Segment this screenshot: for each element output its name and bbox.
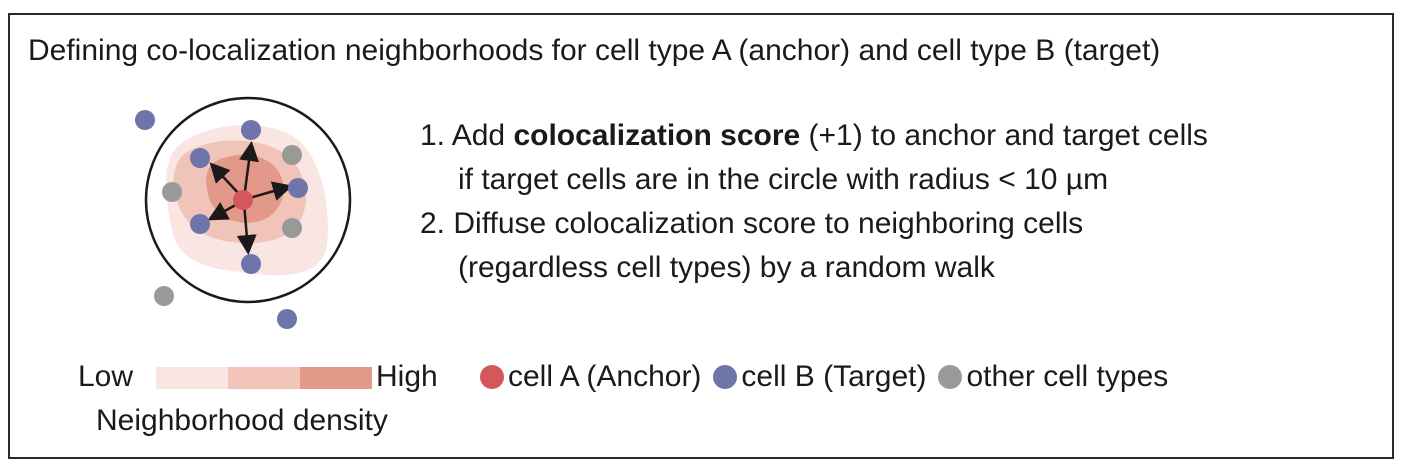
diffusion-arrows	[207, 141, 293, 255]
legend-other: other cell types	[938, 360, 1168, 394]
arrow-up-left	[209, 162, 242, 197]
density-low-label: Low	[78, 360, 134, 393]
legend-cell-a-label: cell A (Anchor)	[508, 360, 702, 393]
step-1-line-2: if target cells are in the circle with r…	[458, 163, 1109, 196]
panel-frame	[8, 13, 1394, 459]
cell-b-top	[241, 120, 261, 140]
step-1-text-post: (+1) to anchor and target cells	[800, 119, 1208, 152]
step-2-line-2: (regardless cell types) by a random walk	[458, 251, 995, 284]
cell-other-lower-right	[282, 218, 302, 238]
cells	[135, 110, 308, 329]
neighborhood-diagram	[135, 96, 352, 329]
density-scale	[156, 367, 372, 389]
cell-other-left	[162, 182, 182, 202]
step-2-line-1: 2. Diffuse colocalization score to neigh…	[420, 202, 1208, 246]
cell-b-upper-left	[190, 148, 210, 168]
step-2-text: Diffuse colocalization score to neighbor…	[453, 207, 1084, 240]
density-high-label: High	[376, 360, 438, 393]
panel-title: Defining co-localization neighborhoods f…	[28, 34, 1161, 67]
radius-circle	[144, 96, 352, 304]
density-swatch-low	[156, 367, 228, 389]
step-1-line-1: 1. Add colocalization score (+1) to anch…	[420, 114, 1208, 158]
cell-b-outside-topleft	[135, 110, 155, 130]
cell-b-right	[288, 178, 308, 198]
cell-a-marker	[480, 365, 504, 389]
step-1-text-bold: colocalization score	[513, 119, 801, 152]
density-swatch-mid	[228, 367, 300, 389]
legend-cell-a: cell A (Anchor)	[480, 360, 701, 394]
legend-cell-b: cell B (Target)	[713, 360, 926, 394]
arrow-down	[236, 202, 257, 255]
density-swatch-high	[300, 367, 372, 389]
cell-other-outside-bottom	[154, 286, 174, 306]
cell-b-marker	[713, 365, 738, 389]
step-2-number: 2.	[420, 207, 446, 240]
arrow-up	[239, 141, 259, 199]
step-1-number: 1.	[420, 119, 446, 152]
legend-other-label: other cell types	[966, 360, 1169, 393]
cell-a-anchor	[233, 190, 253, 210]
other-cell-marker	[938, 365, 963, 389]
density-caption: Neighborhood density	[96, 404, 388, 437]
arrow-right	[245, 181, 293, 201]
legend-cell-b-label: cell B (Target)	[741, 360, 927, 393]
cell-b-outside-bottom	[277, 309, 297, 329]
cell-b-bottom	[241, 254, 261, 274]
step-1-text-pre: Add	[451, 119, 514, 152]
cell-b-lower-left	[190, 214, 210, 234]
cell-type-legend: cell A (Anchor) cell B (Target) other ce…	[480, 360, 1180, 394]
cell-other-upper-right	[282, 145, 302, 165]
steps-list: 1. Add colocalization score (+1) to anch…	[420, 114, 1208, 290]
